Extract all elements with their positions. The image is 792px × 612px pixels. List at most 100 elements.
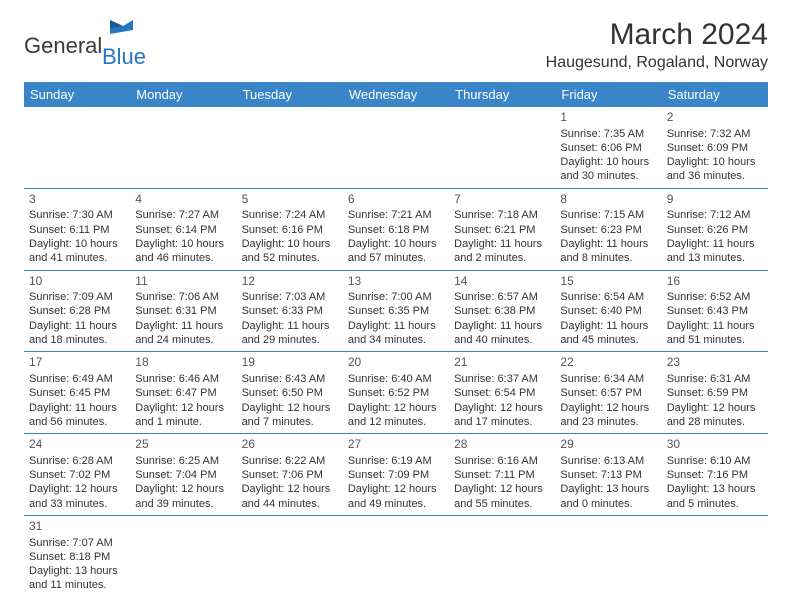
calendar-cell: 9Sunrise: 7:12 AMSunset: 6:26 PMDaylight… xyxy=(662,188,768,270)
day-header: Thursday xyxy=(449,82,555,107)
calendar-row: 24Sunrise: 6:28 AMSunset: 7:02 PMDayligh… xyxy=(24,434,768,516)
daylight-text: Daylight: 11 hours and 24 minutes. xyxy=(135,319,231,348)
daylight-text: Daylight: 10 hours and 57 minutes. xyxy=(348,237,444,266)
sunset-text: Sunset: 6:52 PM xyxy=(348,386,444,400)
day-header: Monday xyxy=(130,82,236,107)
day-number: 21 xyxy=(454,355,550,371)
calendar-cell-empty xyxy=(449,515,555,596)
sunset-text: Sunset: 7:13 PM xyxy=(560,468,656,482)
title-block: March 2024 Haugesund, Rogaland, Norway xyxy=(546,18,768,72)
daylight-text: Daylight: 11 hours and 13 minutes. xyxy=(667,237,763,266)
calendar-cell: 3Sunrise: 7:30 AMSunset: 6:11 PMDaylight… xyxy=(24,188,130,270)
sunrise-text: Sunrise: 6:52 AM xyxy=(667,290,763,304)
calendar-cell: 15Sunrise: 6:54 AMSunset: 6:40 PMDayligh… xyxy=(555,270,661,352)
day-number: 4 xyxy=(135,192,231,208)
calendar-cell: 29Sunrise: 6:13 AMSunset: 7:13 PMDayligh… xyxy=(555,434,661,516)
day-number: 10 xyxy=(29,274,125,290)
sunset-text: Sunset: 6:28 PM xyxy=(29,304,125,318)
sunset-text: Sunset: 8:18 PM xyxy=(29,550,125,564)
calendar-row: 1Sunrise: 7:35 AMSunset: 6:06 PMDaylight… xyxy=(24,107,768,188)
daylight-text: Daylight: 10 hours and 30 minutes. xyxy=(560,155,656,184)
calendar-cell-empty xyxy=(24,107,130,188)
sunrise-text: Sunrise: 6:49 AM xyxy=(29,372,125,386)
calendar-table: SundayMondayTuesdayWednesdayThursdayFrid… xyxy=(24,82,768,597)
daylight-text: Daylight: 11 hours and 18 minutes. xyxy=(29,319,125,348)
day-header: Sunday xyxy=(24,82,130,107)
calendar-cell-empty xyxy=(343,107,449,188)
day-header: Saturday xyxy=(662,82,768,107)
day-number: 31 xyxy=(29,519,125,535)
day-number: 6 xyxy=(348,192,444,208)
sunset-text: Sunset: 6:47 PM xyxy=(135,386,231,400)
day-number: 19 xyxy=(242,355,338,371)
sunset-text: Sunset: 6:54 PM xyxy=(454,386,550,400)
calendar-cell: 19Sunrise: 6:43 AMSunset: 6:50 PMDayligh… xyxy=(237,352,343,434)
sunset-text: Sunset: 7:16 PM xyxy=(667,468,763,482)
day-number: 20 xyxy=(348,355,444,371)
day-number: 27 xyxy=(348,437,444,453)
daylight-text: Daylight: 12 hours and 49 minutes. xyxy=(348,482,444,511)
daylight-text: Daylight: 12 hours and 55 minutes. xyxy=(454,482,550,511)
calendar-cell: 4Sunrise: 7:27 AMSunset: 6:14 PMDaylight… xyxy=(130,188,236,270)
calendar-row: 10Sunrise: 7:09 AMSunset: 6:28 PMDayligh… xyxy=(24,270,768,352)
calendar-cell: 12Sunrise: 7:03 AMSunset: 6:33 PMDayligh… xyxy=(237,270,343,352)
day-number: 2 xyxy=(667,110,763,126)
sunrise-text: Sunrise: 7:15 AM xyxy=(560,208,656,222)
sunrise-text: Sunrise: 7:18 AM xyxy=(454,208,550,222)
sunrise-text: Sunrise: 7:32 AM xyxy=(667,127,763,141)
logo-flag-icon xyxy=(109,18,135,36)
calendar-cell-empty xyxy=(662,515,768,596)
day-number: 22 xyxy=(560,355,656,371)
daylight-text: Daylight: 11 hours and 51 minutes. xyxy=(667,319,763,348)
daylight-text: Daylight: 13 hours and 0 minutes. xyxy=(560,482,656,511)
daylight-text: Daylight: 11 hours and 40 minutes. xyxy=(454,319,550,348)
sunrise-text: Sunrise: 7:06 AM xyxy=(135,290,231,304)
calendar-cell: 22Sunrise: 6:34 AMSunset: 6:57 PMDayligh… xyxy=(555,352,661,434)
sunrise-text: Sunrise: 7:07 AM xyxy=(29,536,125,550)
month-title: March 2024 xyxy=(546,18,768,52)
calendar-cell: 10Sunrise: 7:09 AMSunset: 6:28 PMDayligh… xyxy=(24,270,130,352)
day-number: 16 xyxy=(667,274,763,290)
day-number: 5 xyxy=(242,192,338,208)
calendar-head: SundayMondayTuesdayWednesdayThursdayFrid… xyxy=(24,82,768,107)
sunrise-text: Sunrise: 6:34 AM xyxy=(560,372,656,386)
sunset-text: Sunset: 6:35 PM xyxy=(348,304,444,318)
day-number: 29 xyxy=(560,437,656,453)
day-number: 8 xyxy=(560,192,656,208)
calendar-cell: 13Sunrise: 7:00 AMSunset: 6:35 PMDayligh… xyxy=(343,270,449,352)
sunset-text: Sunset: 6:16 PM xyxy=(242,223,338,237)
logo-text-general: General xyxy=(24,33,102,59)
day-number: 11 xyxy=(135,274,231,290)
daylight-text: Daylight: 12 hours and 33 minutes. xyxy=(29,482,125,511)
sunrise-text: Sunrise: 6:57 AM xyxy=(454,290,550,304)
sunset-text: Sunset: 6:43 PM xyxy=(667,304,763,318)
calendar-cell: 11Sunrise: 7:06 AMSunset: 6:31 PMDayligh… xyxy=(130,270,236,352)
calendar-cell: 14Sunrise: 6:57 AMSunset: 6:38 PMDayligh… xyxy=(449,270,555,352)
calendar-cell: 1Sunrise: 7:35 AMSunset: 6:06 PMDaylight… xyxy=(555,107,661,188)
daylight-text: Daylight: 12 hours and 7 minutes. xyxy=(242,401,338,430)
sunrise-text: Sunrise: 6:31 AM xyxy=(667,372,763,386)
calendar-cell-empty xyxy=(130,515,236,596)
calendar-row: 17Sunrise: 6:49 AMSunset: 6:45 PMDayligh… xyxy=(24,352,768,434)
daylight-text: Daylight: 13 hours and 5 minutes. xyxy=(667,482,763,511)
daylight-text: Daylight: 11 hours and 56 minutes. xyxy=(29,401,125,430)
daylight-text: Daylight: 11 hours and 34 minutes. xyxy=(348,319,444,348)
sunrise-text: Sunrise: 7:12 AM xyxy=(667,208,763,222)
sunset-text: Sunset: 7:02 PM xyxy=(29,468,125,482)
sunset-text: Sunset: 6:23 PM xyxy=(560,223,656,237)
day-number: 14 xyxy=(454,274,550,290)
calendar-cell: 28Sunrise: 6:16 AMSunset: 7:11 PMDayligh… xyxy=(449,434,555,516)
daylight-text: Daylight: 12 hours and 23 minutes. xyxy=(560,401,656,430)
calendar-cell: 17Sunrise: 6:49 AMSunset: 6:45 PMDayligh… xyxy=(24,352,130,434)
sunrise-text: Sunrise: 6:19 AM xyxy=(348,454,444,468)
sunset-text: Sunset: 6:31 PM xyxy=(135,304,231,318)
sunrise-text: Sunrise: 7:35 AM xyxy=(560,127,656,141)
daylight-text: Daylight: 10 hours and 41 minutes. xyxy=(29,237,125,266)
calendar-cell-empty xyxy=(555,515,661,596)
calendar-cell: 24Sunrise: 6:28 AMSunset: 7:02 PMDayligh… xyxy=(24,434,130,516)
sunrise-text: Sunrise: 7:30 AM xyxy=(29,208,125,222)
daylight-text: Daylight: 12 hours and 39 minutes. xyxy=(135,482,231,511)
sunset-text: Sunset: 6:26 PM xyxy=(667,223,763,237)
sunset-text: Sunset: 7:04 PM xyxy=(135,468,231,482)
day-number: 17 xyxy=(29,355,125,371)
